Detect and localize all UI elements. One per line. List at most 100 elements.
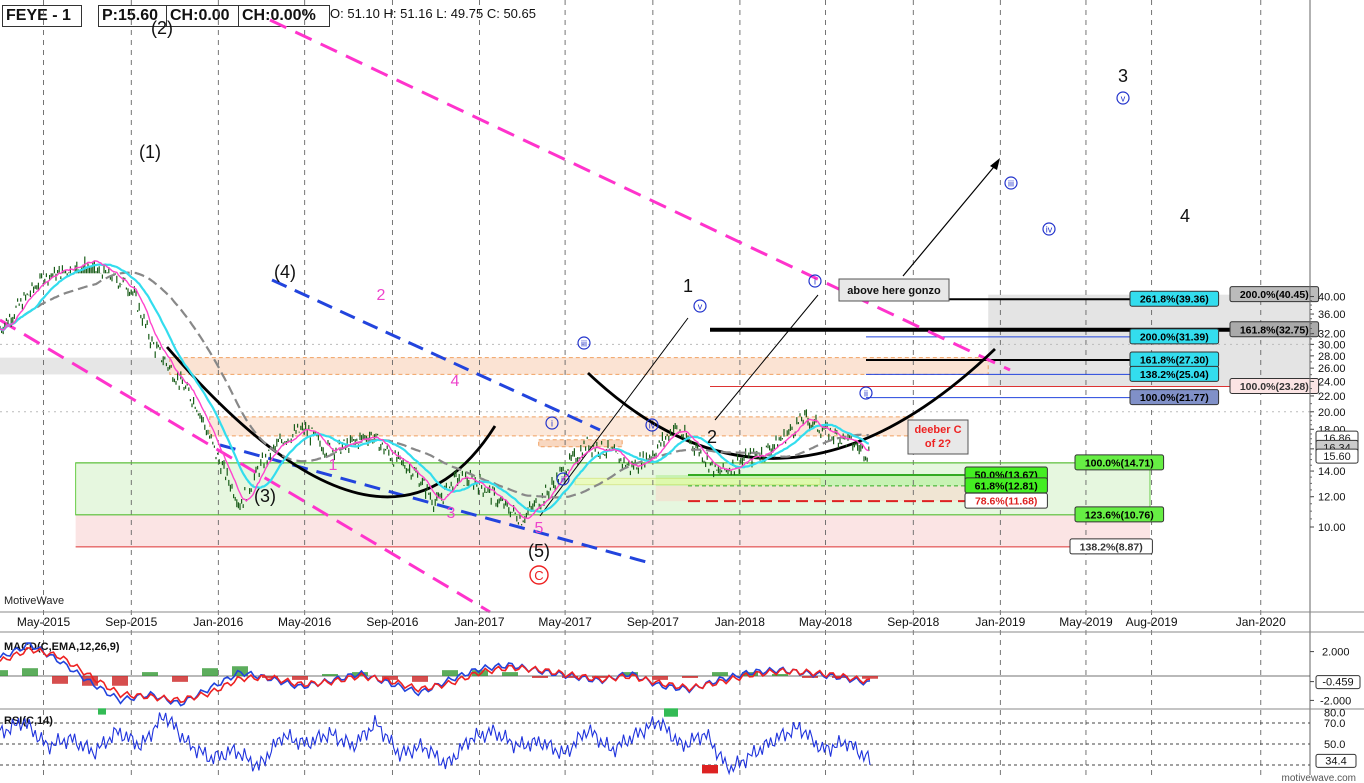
macd-histogram-bar [442,670,458,676]
x-tick-label: May-2018 [799,615,853,629]
circle-label-ii-b: ii [864,389,868,399]
fib-badge-bg [1074,506,1165,523]
macd-histogram-bar [382,676,398,680]
fib-badge-10: 61.8%(12.81) [975,480,1038,492]
x-tick-label: Sep-2017 [627,615,679,629]
y-tick-label: 10.00 [1318,522,1346,534]
y-tick-label: 28.00 [1318,351,1346,363]
fib-badge-bg [1069,538,1153,555]
rsi-oversold-fill [702,765,718,774]
circle-label-ii-a: ii [561,475,565,485]
wave-label-4-black: 4 [1180,206,1190,226]
wave-label-5-magenta: 5 [535,520,544,537]
macd-histogram-bar [502,672,518,676]
rsi-tick-label: 80.0 [1324,708,1345,720]
note-gonzo: above here gonzo [847,285,941,297]
macd-panel: MACD(C,EMA,12,26,9) 2.000 -0.459 -2.000 [0,631,1364,707]
macd-histogram-bar [772,674,788,676]
channel-line-b [714,294,819,421]
circle-label-ii-a-ring [556,472,570,486]
macd-histogram-bar [262,676,278,678]
ma-mid-line [0,263,870,513]
fib-badge-5: 138.2%(25.04) [1140,369,1209,381]
macd-histogram-bar [472,670,488,676]
circle-label-iv-b-ring [1042,222,1056,236]
macd-value-label: -0.459 [1322,677,1353,689]
macd-histogram-bar [82,676,98,686]
fib-badge-bg [1129,365,1220,382]
x-tick-label: Jan-2019 [975,615,1025,629]
wave-label-2-magenta: 2 [377,287,386,304]
wave-c-ring [529,565,549,585]
fib-badge-11: 78.6%(11.68) [975,496,1037,508]
x-tick-label: Aug-2019 [1126,615,1178,629]
grid-layer [0,0,1310,775]
rsi-overbought-fill [98,708,106,715]
circle-label-i-a: i [551,419,553,429]
rsi-tick-label: 70.0 [1324,718,1345,730]
fib-zone-green [655,475,1001,486]
circle-label-iii-a: iii [581,339,587,349]
projection-arrow [902,161,999,277]
x-tick-label: May-2016 [278,615,332,629]
macd-histogram-bar [802,676,818,678]
y-tick-label: 30.00 [1318,339,1346,351]
y-tick-label: 32.00 [1318,329,1346,341]
y-tick-label: 14.00 [1318,466,1346,478]
macd-histogram-bar [652,676,668,680]
circle-label-v-a-ring [693,299,707,313]
macd-histogram-bar [562,676,578,678]
note-c2-box [907,419,969,455]
ma-slow-line [0,271,869,499]
macd-histogram-bar [112,676,128,686]
fib-badge-13: 138.2%(8.87) [1080,541,1143,553]
macd-histogram-bar [52,676,68,684]
circle-label-i-b-ring [808,274,822,288]
macd-histogram-bar [712,672,728,676]
macd-histogram-bar [412,676,428,682]
fib-badge-3: 200.0%(31.39) [1140,331,1209,343]
note-gonzo-box [838,278,950,302]
circle-label-i-a-ring [545,416,559,430]
y-tick-label: 36.00 [1318,309,1346,321]
note-c2-line2: of 2? [925,438,952,450]
projection-arrowhead [990,158,1000,170]
x-tick-label: May-2019 [1059,615,1113,629]
macd-histogram-bar [202,668,218,676]
x-tick-label: May-2017 [538,615,592,629]
fib-badge-12: 123.6%(10.76) [1085,509,1154,521]
macd-tick-label: 2.000 [1322,647,1350,659]
price-badge-bg [1315,448,1359,464]
wave-label-3-magenta: 3 [447,505,456,522]
fib-badge-bg [1129,290,1220,307]
circle-label-i-b: i [814,277,816,287]
macd-histogram-bar [292,676,308,680]
moving-averages [0,260,870,520]
wave-label-3-black: 3 [1118,66,1128,86]
red-zone [75,514,1150,547]
gray-zone-left [0,357,170,375]
x-tick-label: Jan-2020 [1236,615,1286,629]
fib-badge-7: 100.0%(21.77) [1140,392,1209,404]
lower-channel-line [0,318,491,614]
wave-label-4-paren: (4) [274,262,296,282]
x-tick-label: Sep-2016 [366,615,418,629]
circle-label-v-a: v [698,302,703,312]
wave-label-1-paren: (1) [139,142,161,162]
wedge-upper-line [271,278,601,432]
rsi-value-badge [1315,753,1357,768]
fib-zone-yellow [574,477,821,486]
fib-badge-bg [1129,389,1220,406]
circle-label-v-b-ring [1116,91,1130,105]
price-label: P:15.60 [98,5,168,27]
rsi-tick-label: 50.0 [1324,739,1345,751]
macd-histogram-bar [592,676,608,678]
wave-label-c: C [534,568,543,583]
wave-label-2-paren: (2) [151,18,173,38]
watermark-left: MotiveWave [4,595,64,607]
upper-channel-line [269,18,1011,372]
circle-label-v-b: v [1121,94,1126,104]
rsi-line [0,712,871,776]
